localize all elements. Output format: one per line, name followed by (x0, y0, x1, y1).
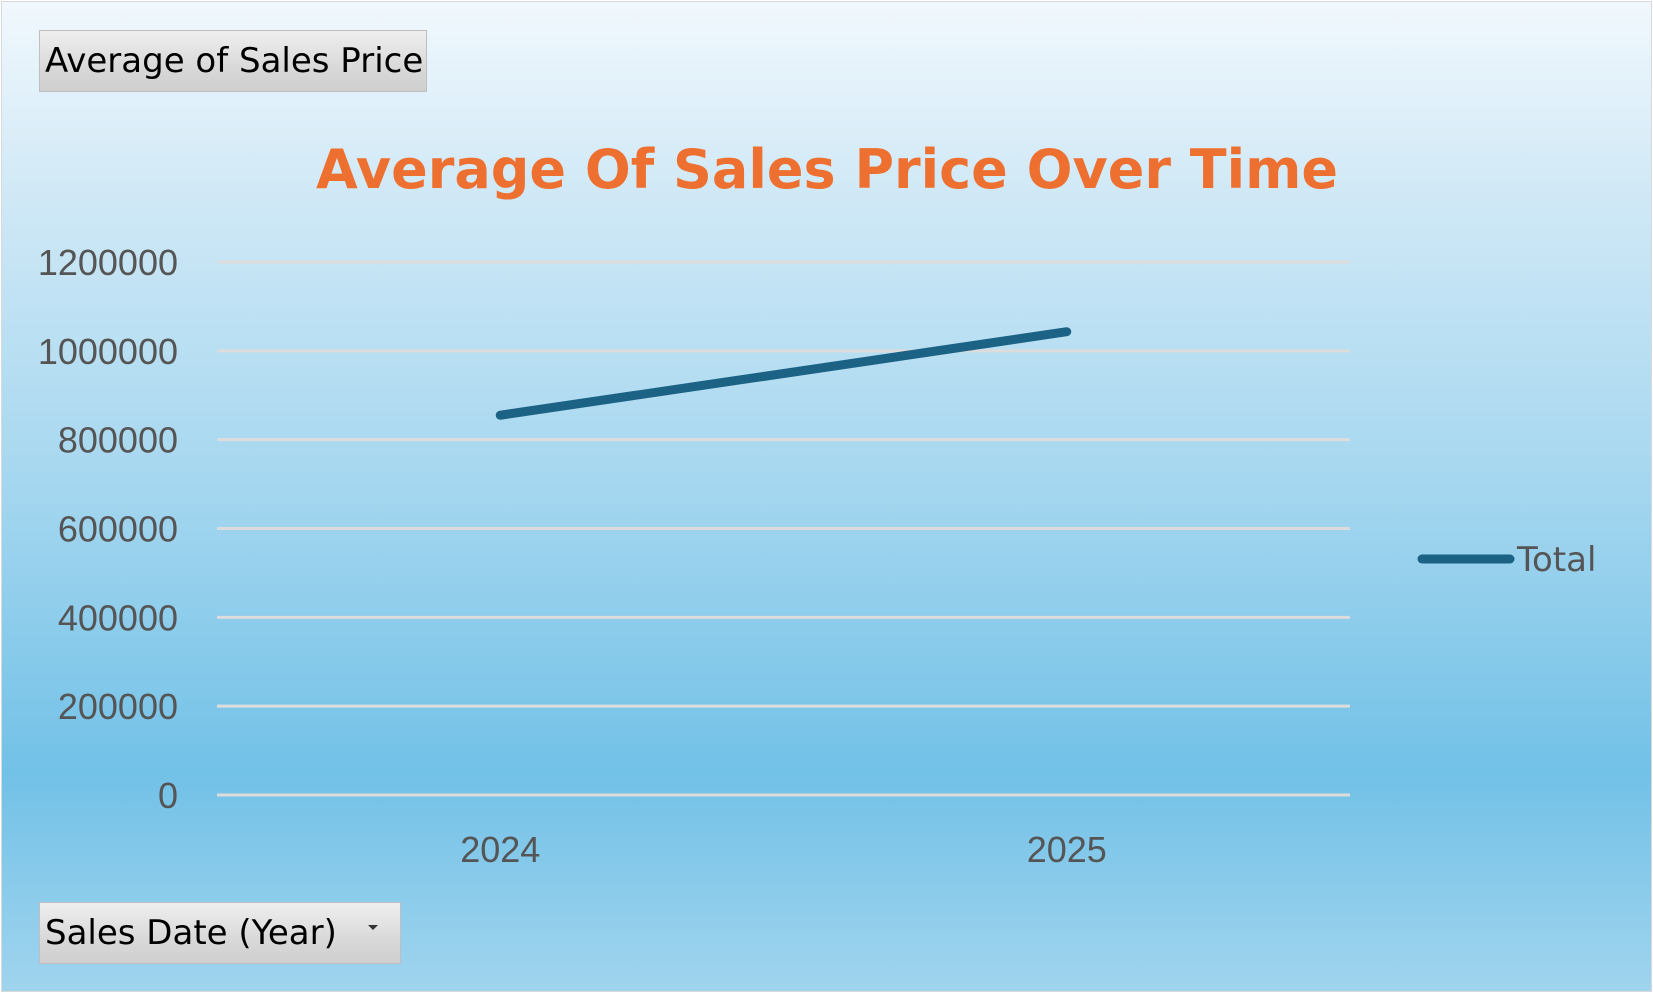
x-axis-ticks: 2024 2025 (460, 829, 1107, 870)
axis-field-button[interactable]: Sales Date (Year) (39, 902, 401, 964)
value-field-label: Average of Sales Price (45, 41, 424, 81)
y-tick-label: 600000 (58, 509, 178, 550)
y-tick-label: 800000 (58, 420, 178, 461)
y-tick-label: 400000 (58, 597, 178, 638)
x-tick-label: 2024 (460, 829, 540, 870)
dropdown-arrow-icon[interactable] (368, 925, 378, 930)
y-axis-ticks: 0 200000 400000 600000 800000 1000000 1200000 (38, 242, 178, 816)
plot-series (495, 327, 1072, 420)
y-tick-label: 200000 (58, 686, 178, 727)
x-tick-label: 2025 (1027, 829, 1107, 870)
series-line (495, 327, 1072, 420)
y-tick-label: 0 (158, 775, 178, 816)
y-tick-label: 1000000 (38, 331, 178, 372)
legend[interactable]: Total (1417, 540, 1596, 580)
y-tick-label: 1200000 (38, 242, 178, 283)
gridlines (217, 260, 1350, 797)
value-field-button[interactable]: Average of Sales Price (39, 30, 427, 92)
axis-field-label: Sales Date (Year) (45, 913, 337, 953)
legend-label: Total (1516, 540, 1596, 580)
chart-title: Average Of Sales Price Over Time (316, 138, 1338, 201)
